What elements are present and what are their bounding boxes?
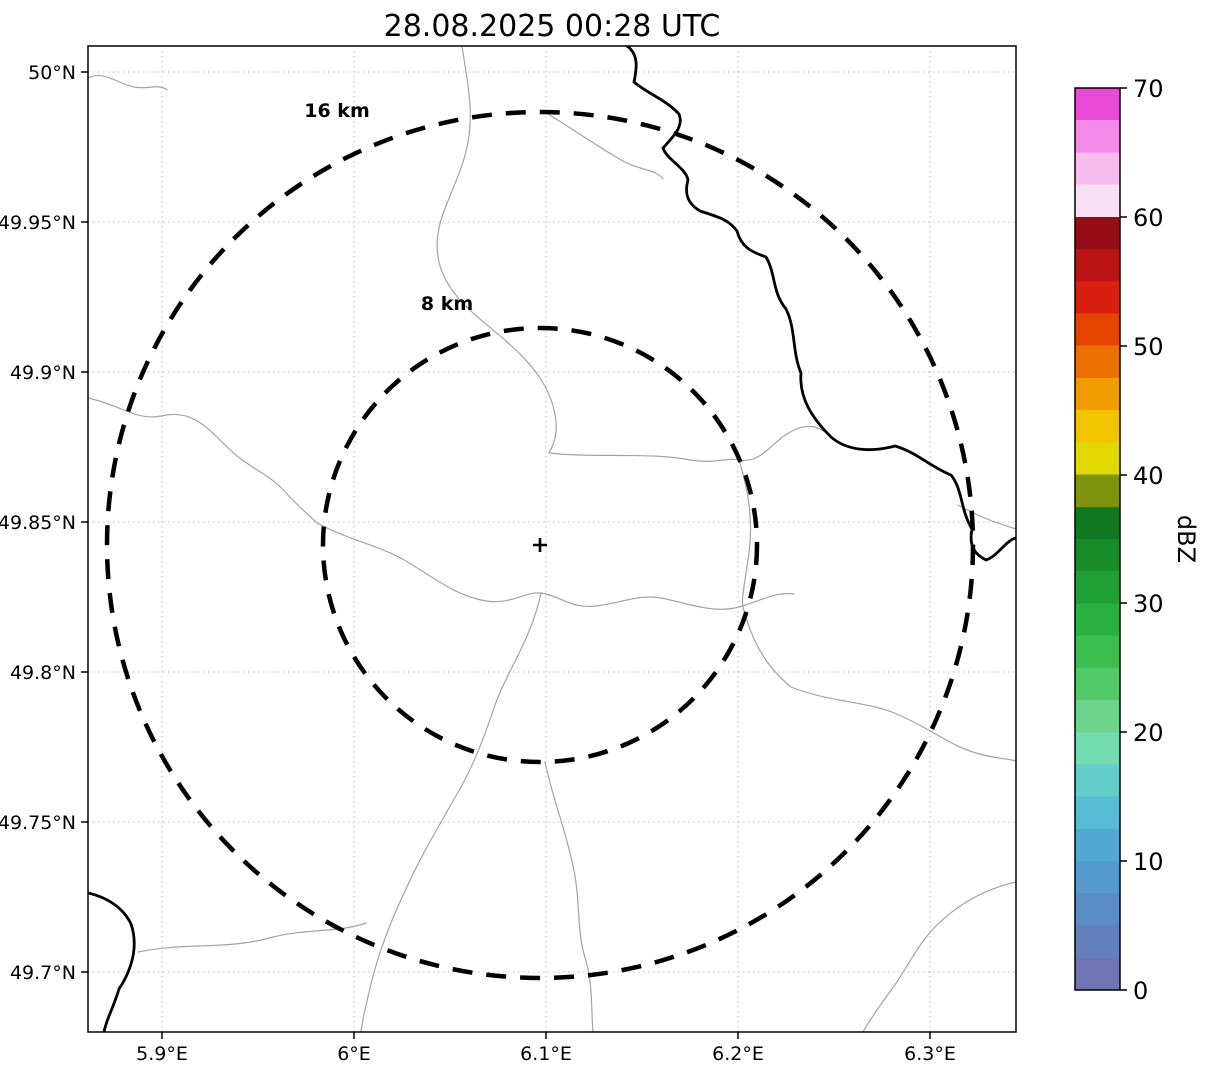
y-tick-label-5: 49.75°N (0, 812, 76, 834)
colorbar-tick-label-20: 20 (1133, 719, 1164, 747)
colorbar-tick-label-0: 0 (1133, 977, 1148, 1005)
range-ring-8km (320, 325, 760, 765)
y-tick-label-4: 49.8°N (10, 662, 76, 684)
colorbar-tick-label-70: 70 (1133, 75, 1164, 103)
range-ring-16km (104, 109, 976, 981)
y-tick-label-0: 50°N (28, 62, 76, 84)
gridlines (88, 46, 1016, 1032)
colorbar-tick-label-30: 30 (1133, 590, 1164, 618)
colorbar-axis-label: dBZ (1172, 515, 1200, 563)
plot-frame (87, 45, 1017, 1033)
x-tick-label-4: 6.3°E (904, 1043, 956, 1065)
river-line (88, 46, 1016, 1032)
y-axis-tick-labels: 50°N 49.95°N 49.9°N 49.85°N 49.8°N 49.75… (0, 62, 76, 984)
plot-title: 28.08.2025 00:28 UTC (384, 9, 721, 44)
range-rings (104, 109, 976, 981)
x-tick-label-1: 6°E (337, 1043, 371, 1065)
colorbar-tick-labels: 70 60 50 40 30 20 10 0 (1133, 75, 1164, 1005)
x-tick-label-2: 6.1°E (520, 1043, 572, 1065)
admin-boundary-lines (88, 46, 1016, 1032)
x-tick-label-3: 6.2°E (712, 1043, 764, 1065)
range-ring-label-8km: 8 km (421, 293, 473, 315)
colorbar-tick-label-40: 40 (1133, 462, 1164, 490)
y-tick-label-6: 49.7°N (10, 962, 76, 984)
x-tick-label-0: 5.9°E (136, 1043, 188, 1065)
x-axis-tick-labels: 5.9°E 6°E 6.1°E 6.2°E 6.3°E (136, 1043, 956, 1065)
colorbar-tick-label-50: 50 (1133, 333, 1164, 361)
colorbar-gradient (1075, 88, 1120, 990)
y-tick-label-1: 49.95°N (0, 212, 76, 234)
colorbar-tick-label-10: 10 (1133, 848, 1164, 876)
range-ring-label-16km: 16 km (304, 100, 370, 122)
colorbar-tick-label-60: 60 (1133, 204, 1164, 232)
axis-tick-marks (81, 71, 931, 1039)
colorbar-frame (1074, 87, 1121, 991)
radar-center-marker (533, 538, 547, 552)
colorbar-tick-marks (1120, 87, 1127, 991)
y-tick-label-3: 49.85°N (0, 512, 76, 534)
y-tick-label-2: 49.9°N (10, 362, 76, 384)
